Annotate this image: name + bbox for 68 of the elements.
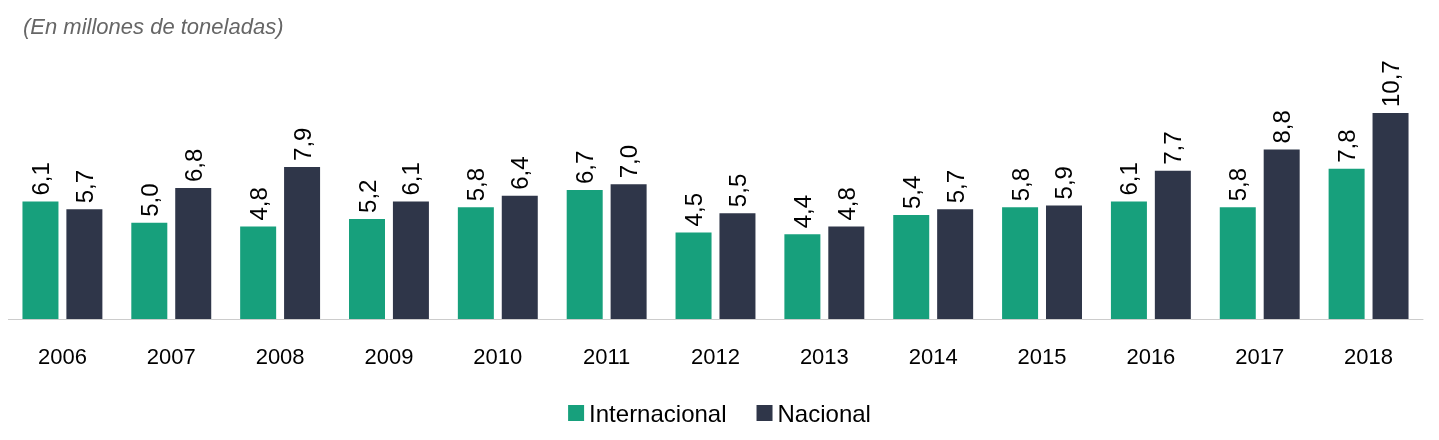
data-label: 5,5 (723, 173, 751, 208)
data-label: 5,8 (1006, 167, 1034, 202)
data-label: 6,8 (179, 148, 207, 183)
data-label: 6,7 (571, 150, 599, 185)
bar (1110, 201, 1147, 319)
x-tick-label: 2010 (473, 343, 523, 369)
data-label: 4,4 (788, 194, 816, 229)
data-label: 7,7 (1159, 131, 1187, 165)
data-label: 10,7 (1377, 60, 1405, 108)
bar (22, 201, 59, 319)
data-label: 4,5 (680, 193, 708, 227)
data-label: 5,7 (70, 169, 98, 204)
bar (349, 218, 385, 319)
bar (566, 190, 603, 319)
bar (175, 188, 212, 319)
x-tick-label: 2016 (1126, 343, 1176, 369)
data-label: 5,4 (897, 175, 925, 210)
data-label: 5,2 (353, 179, 381, 213)
bar (240, 226, 277, 319)
bar (1219, 207, 1256, 319)
legend-label: Nacional (777, 399, 871, 427)
bar (937, 209, 974, 319)
data-label: 8,8 (1268, 110, 1296, 144)
bar (1372, 113, 1409, 319)
x-tick-label: 2008 (255, 343, 305, 369)
bar (893, 215, 930, 319)
bar (457, 207, 494, 319)
bar (1263, 149, 1300, 319)
data-label: 6,1 (397, 162, 425, 196)
data-label: 7,0 (615, 144, 643, 179)
data-label: 6,4 (506, 156, 534, 190)
chart-title: (En millones de toneladas) (23, 13, 284, 39)
data-label: 6,1 (26, 162, 54, 196)
bar (1002, 207, 1039, 319)
bar (501, 195, 538, 319)
data-label: 4,8 (832, 187, 860, 221)
x-tick-label: 2012 (691, 343, 740, 369)
data-label: 4,8 (244, 187, 272, 221)
bar (784, 234, 821, 319)
legend-label: Internacional (589, 399, 727, 427)
bar (610, 184, 647, 319)
data-label: 7,9 (288, 127, 316, 161)
x-tick-label: 2015 (1017, 343, 1067, 369)
x-tick-label: 2011 (583, 343, 631, 369)
bar (284, 166, 321, 319)
bar (675, 232, 712, 319)
data-label: 5,8 (462, 167, 490, 202)
x-tick-label: 2014 (908, 343, 958, 369)
data-label: 5,0 (135, 183, 163, 217)
bar (719, 213, 756, 319)
data-label: 7,8 (1333, 129, 1361, 163)
bar (1046, 205, 1082, 319)
bar (828, 226, 865, 319)
data-label: 6,1 (1115, 162, 1143, 196)
x-tick-label: 2017 (1235, 343, 1285, 369)
data-label: 5,9 (1050, 166, 1078, 200)
bar (1328, 168, 1365, 319)
x-tick-label: 2007 (146, 343, 196, 369)
data-label: 5,8 (1224, 167, 1252, 202)
bar (66, 209, 103, 319)
x-tick-label: 2018 (1344, 343, 1394, 369)
bar (1154, 170, 1191, 319)
data-label: 5,7 (941, 169, 969, 204)
bar (392, 201, 429, 319)
x-tick-label: 2013 (799, 343, 849, 369)
bar (131, 222, 168, 319)
x-tick-label: 2006 (37, 343, 87, 369)
x-tick-label: 2009 (364, 343, 414, 369)
